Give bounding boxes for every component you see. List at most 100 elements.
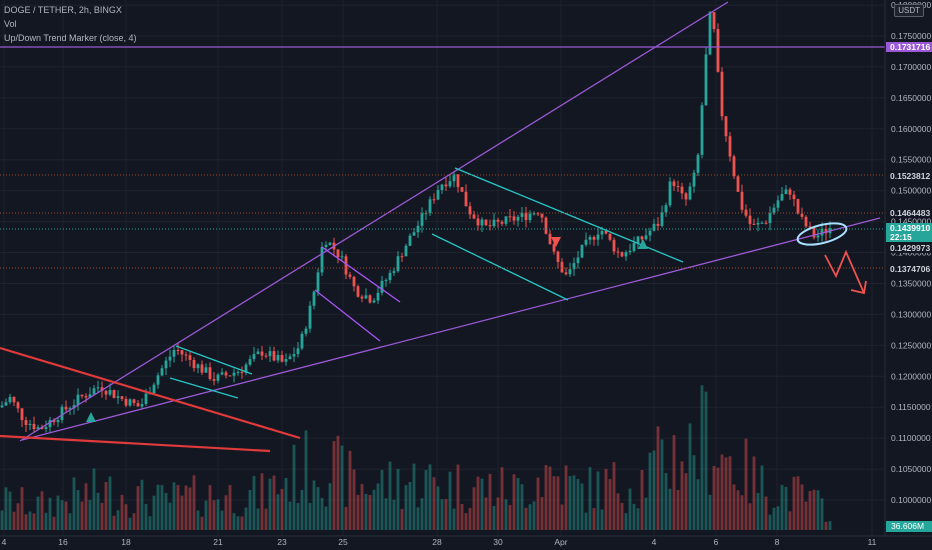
volume-bar — [560, 504, 564, 530]
resistance-line-1[interactable] — [0, 346, 301, 440]
candle-body — [556, 251, 560, 262]
price-tick-label: 0.1100000 — [891, 433, 931, 443]
candle-body — [304, 328, 308, 334]
price-axis-ticks: 0.1000000 0.1050000 0.1100000 0.1150000 0.12… — [891, 0, 931, 505]
candle-body — [652, 223, 656, 231]
price-tick-label: 0.1500000 — [891, 186, 931, 196]
consolidation-circle[interactable] — [796, 219, 849, 249]
volume-bar — [304, 430, 308, 530]
volume-bar — [244, 507, 248, 530]
flag-lower-line-1[interactable] — [314, 289, 381, 342]
time-tick-label: 8 — [775, 537, 780, 547]
volume-bar — [580, 483, 584, 530]
candle-body — [540, 213, 544, 218]
candle-body — [448, 181, 452, 187]
candle-body — [656, 223, 660, 226]
candle-body — [356, 286, 360, 297]
candle-body — [628, 250, 632, 253]
candle-body — [812, 226, 816, 238]
candle-body — [680, 186, 684, 194]
wedge-upper-line[interactable] — [19, 1, 729, 442]
candle-body — [788, 189, 792, 195]
candle-body — [364, 295, 368, 299]
volume-bar — [64, 501, 68, 530]
price-tick-label: 0.1650000 — [891, 93, 931, 103]
price-axis[interactable] — [885, 0, 932, 550]
candle-body — [24, 420, 28, 425]
candle-body — [324, 244, 328, 247]
candle-body — [604, 230, 608, 234]
volume-bar — [644, 497, 648, 530]
volume-bar — [352, 469, 356, 530]
volume-bar — [552, 476, 556, 530]
volume-bar — [616, 493, 620, 530]
volume-indicator-label[interactable]: Vol — [4, 19, 17, 29]
candle-body — [784, 189, 788, 195]
wedge-lower-line[interactable] — [21, 217, 881, 441]
candle-body — [496, 219, 500, 222]
candle-body — [88, 394, 92, 398]
candle-body — [284, 359, 288, 362]
volume-bar — [192, 475, 196, 530]
flag-upper-line-1[interactable] — [321, 246, 401, 303]
candle-body — [572, 263, 576, 270]
candle-body — [32, 423, 36, 430]
volume-bar — [780, 484, 784, 530]
volume-bar — [816, 490, 820, 530]
volume-bar — [668, 488, 672, 530]
candle-body — [116, 396, 120, 398]
forecast-arrow[interactable] — [824, 249, 865, 294]
candle-body — [68, 408, 72, 410]
trend-marker-indicator-label[interactable]: Up/Down Trend Marker (close, 4) — [4, 33, 137, 43]
channel-lower-line-1[interactable] — [169, 377, 239, 399]
resistance-line-2[interactable] — [0, 434, 271, 453]
candle-body — [512, 216, 516, 221]
candle-body — [444, 184, 448, 187]
candle-body — [312, 291, 316, 306]
volume-bar — [812, 489, 816, 530]
candle-body — [388, 272, 392, 281]
candle-body — [192, 360, 196, 369]
volume-bar — [292, 444, 296, 530]
time-axis-ticks[interactable]: 4 16 18 21 23 25 28 30 Apr 4 6 8 11 — [2, 537, 877, 547]
candle-body — [152, 384, 156, 394]
drawings[interactable] — [0, 1, 885, 453]
channel-upper-line-1[interactable] — [175, 345, 253, 375]
candle-body — [48, 419, 52, 428]
volume-bar — [708, 494, 712, 530]
volume-bar — [360, 483, 364, 530]
channel-lower-line-2[interactable] — [431, 233, 569, 301]
channel-upper-line-2[interactable] — [454, 167, 684, 263]
candle-body — [296, 348, 300, 355]
volume-bar — [392, 499, 396, 530]
volume-bar — [408, 482, 412, 530]
candle-body — [668, 181, 672, 206]
candle-body — [180, 350, 184, 355]
candle-body — [16, 402, 20, 409]
candle-body — [236, 371, 240, 373]
price-badge-label: 0.1523812 — [890, 171, 930, 181]
candle-body — [280, 354, 284, 362]
candle-body — [756, 222, 760, 225]
volume-bar — [332, 441, 336, 530]
chart-title[interactable]: DOGE / TETHER, 2h, BINGX — [4, 5, 122, 15]
candle-body — [816, 235, 820, 238]
candle-body — [436, 189, 440, 200]
candle-body — [800, 213, 804, 217]
candle-body — [532, 213, 536, 215]
volume-bar — [356, 494, 360, 530]
volume-bar — [584, 512, 588, 530]
volume-bar — [596, 471, 600, 530]
candle-body — [740, 191, 744, 210]
volume-bar — [776, 506, 780, 530]
candle-body — [20, 408, 24, 421]
volume-bar — [260, 473, 264, 530]
forecast-arrow-head[interactable] — [850, 280, 867, 295]
volume-bar — [804, 501, 808, 530]
currency-badge[interactable]: USDT — [894, 4, 924, 17]
candle-body — [76, 394, 80, 406]
time-tick-label: 4 — [2, 537, 7, 547]
candle-body — [412, 232, 416, 236]
candle-body — [492, 219, 496, 227]
